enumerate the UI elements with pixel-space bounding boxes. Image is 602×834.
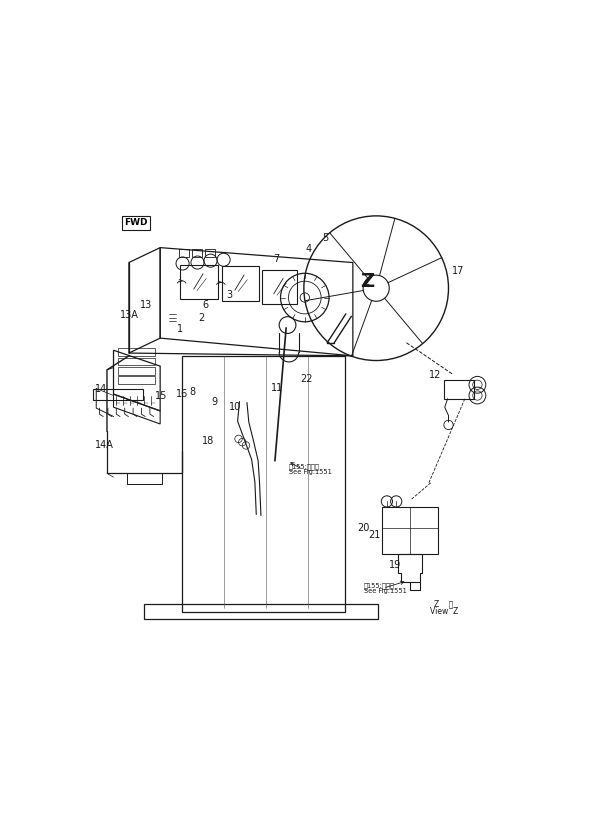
Bar	[262, 270, 297, 304]
Bar	[180, 265, 219, 299]
Text: 22: 22	[300, 374, 312, 384]
Bar	[118, 367, 155, 374]
Text: 20: 20	[358, 523, 370, 533]
Text: 4: 4	[305, 244, 312, 254]
Text: 13A: 13A	[119, 309, 138, 319]
Text: 7: 7	[273, 254, 279, 264]
Text: View  Z: View Z	[430, 607, 458, 616]
Text: 21: 21	[368, 530, 381, 540]
Bar	[118, 358, 155, 365]
Text: FWD: FWD	[124, 219, 147, 228]
Bar	[205, 249, 216, 257]
Text: See Fig.1551: See Fig.1551	[364, 588, 406, 594]
Bar	[118, 349, 155, 356]
Text: 10: 10	[229, 402, 241, 412]
Text: 18: 18	[202, 436, 214, 445]
Text: 11: 11	[271, 383, 283, 393]
Text: 6: 6	[203, 300, 209, 310]
Bar	[179, 249, 189, 257]
Text: 12: 12	[429, 370, 442, 380]
Text: 16: 16	[176, 389, 188, 399]
Text: 15: 15	[155, 390, 168, 400]
Text: 14: 14	[95, 384, 107, 394]
Text: 第155:図参照: 第155:図参照	[289, 464, 320, 470]
Text: 17: 17	[452, 266, 464, 276]
Text: See Fig.1551: See Fig.1551	[289, 470, 332, 475]
Bar	[192, 249, 202, 257]
Text: 第155:図参照: 第155:図参照	[364, 582, 394, 589]
Text: 8: 8	[190, 387, 196, 397]
Text: 19: 19	[389, 560, 401, 570]
Text: 13: 13	[140, 300, 152, 310]
Text: 1: 1	[177, 324, 183, 334]
Text: 9: 9	[211, 397, 217, 406]
Text: 3: 3	[226, 290, 232, 300]
Text: 14A: 14A	[95, 440, 114, 450]
Text: Z    矢: Z 矢	[434, 600, 453, 609]
Text: Z: Z	[360, 272, 374, 291]
Text: 5: 5	[321, 234, 328, 244]
Bar	[222, 266, 259, 301]
Bar	[118, 376, 155, 384]
Text: 2: 2	[198, 313, 204, 323]
